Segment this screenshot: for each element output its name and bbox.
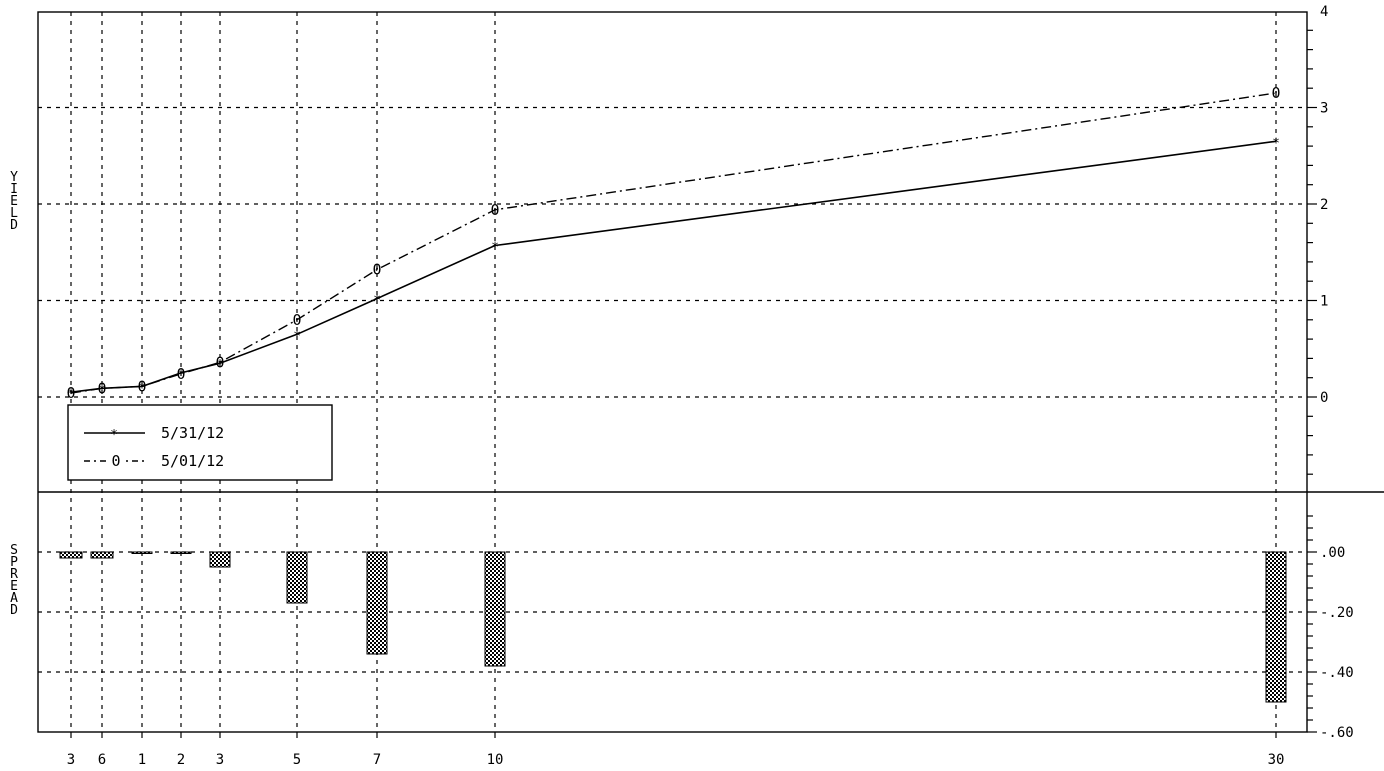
point-marker-5-31-12: * bbox=[138, 381, 146, 396]
x-tick-label: 7 bbox=[373, 752, 381, 768]
x-tick-label: 6 bbox=[98, 752, 106, 768]
yield-tick-label: 3 bbox=[1320, 101, 1328, 117]
legend: * 5/31/12 0 5/01/12 bbox=[67, 404, 333, 481]
spread-bar bbox=[209, 551, 231, 568]
plot-border bbox=[37, 11, 1308, 733]
grid bbox=[38, 12, 1307, 732]
spread-tick-label: -.40 bbox=[1320, 665, 1354, 681]
series-line-5-01-12 bbox=[70, 92, 1277, 394]
legend-label-5-31-12: 5/31/12 bbox=[161, 424, 224, 442]
yield-tick-label: 4 bbox=[1320, 4, 1328, 20]
spread-bar bbox=[484, 551, 506, 667]
plot-frame bbox=[37, 11, 1384, 733]
x-tick-label: 3 bbox=[67, 752, 75, 768]
point-marker-5-01-12: 0 bbox=[490, 201, 499, 219]
point-marker-5-01-12: 0 bbox=[97, 379, 106, 397]
spread-bar bbox=[59, 551, 83, 559]
spread-axis-label: SPREAD bbox=[10, 543, 18, 618]
legend-marker-bg bbox=[108, 452, 122, 470]
spread-tick-label: -.60 bbox=[1320, 725, 1354, 741]
legend-marker-5-01-12: 0 bbox=[111, 452, 120, 470]
x-tick-label: 10 bbox=[487, 752, 504, 768]
legend-label-5-01-12: 5/01/12 bbox=[161, 452, 224, 470]
x-tick-label: 5 bbox=[293, 752, 301, 768]
point-marker-5-31-12: * bbox=[1272, 136, 1280, 151]
x-tick-label: 1 bbox=[138, 752, 146, 768]
spread-bar bbox=[366, 551, 388, 655]
spread-bar bbox=[90, 551, 114, 559]
spread-bars bbox=[59, 551, 1287, 703]
spread-bar bbox=[170, 551, 192, 554]
x-tick-label: 30 bbox=[1268, 752, 1285, 768]
yield-tick-label: 1 bbox=[1320, 294, 1328, 310]
point-marker-5-31-12: * bbox=[216, 358, 224, 373]
point-marker-5-01-12: 0 bbox=[292, 311, 301, 329]
spread-tick-label: .00 bbox=[1320, 545, 1345, 561]
yield-tick-label: 2 bbox=[1320, 197, 1328, 213]
yield-lines bbox=[70, 92, 1277, 394]
series-line-5-31-12 bbox=[70, 140, 1277, 393]
point-marker-5-01-12: 0 bbox=[372, 261, 381, 279]
point-marker-5-01-12: 0 bbox=[215, 353, 224, 371]
point-marker-5-31-12: * bbox=[67, 387, 75, 402]
point-marker-5-01-12: 0 bbox=[137, 377, 146, 395]
point-marker-5-01-12: 0 bbox=[66, 384, 75, 402]
point-marker-5-31-12: * bbox=[373, 294, 381, 309]
point-marker-5-31-12: * bbox=[177, 368, 185, 383]
point-marker-5-31-12: * bbox=[491, 240, 499, 255]
spread-bar bbox=[1265, 551, 1287, 703]
yield-tick-label: 0 bbox=[1320, 390, 1328, 406]
x-tick-label: 3 bbox=[216, 752, 224, 768]
x-tick-label: 2 bbox=[177, 752, 185, 768]
yield-axis-label: YIELD bbox=[10, 170, 18, 233]
point-marker-5-01-12: 0 bbox=[1271, 84, 1280, 102]
spread-tick-label: -.20 bbox=[1320, 605, 1354, 621]
legend-marker-5-31-12: * bbox=[110, 428, 118, 443]
spread-bar bbox=[286, 551, 308, 604]
point-marker-5-31-12: * bbox=[98, 383, 106, 398]
spread-bar bbox=[131, 551, 153, 554]
point-marker-5-01-12: 0 bbox=[176, 365, 185, 383]
point-marker-5-31-12: * bbox=[293, 329, 301, 344]
